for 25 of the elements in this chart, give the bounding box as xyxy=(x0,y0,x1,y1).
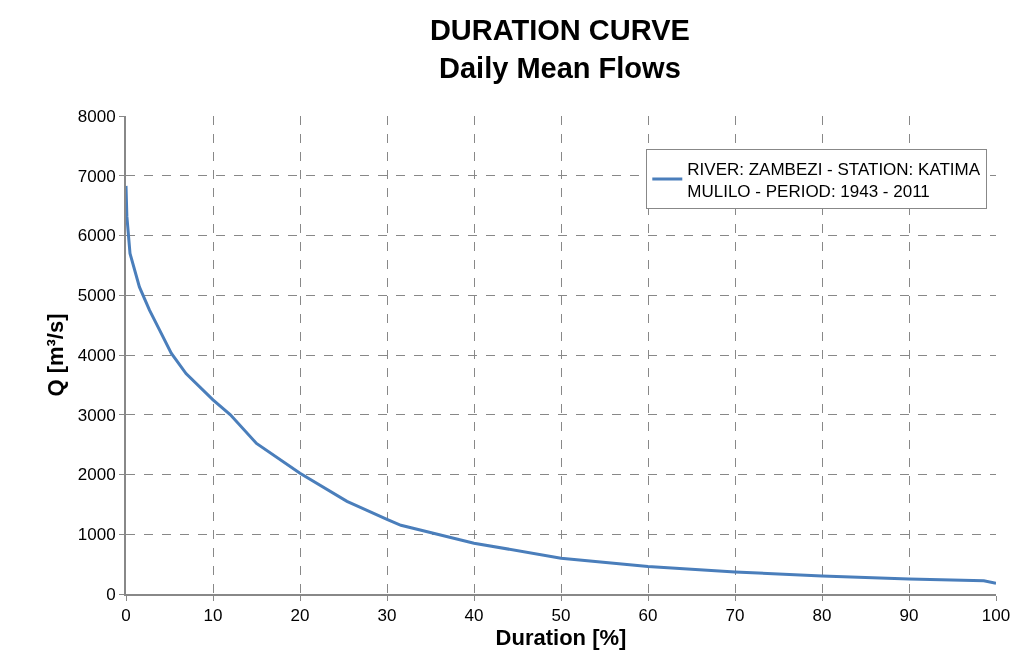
chart-title: DURATION CURVE Daily Mean Flows xyxy=(429,14,690,84)
line-series xyxy=(126,184,996,585)
y-tick-label: 1000 xyxy=(77,525,116,545)
y-tick-label: 2000 xyxy=(77,465,116,485)
y-axis-title: Q [m³/s] xyxy=(43,313,69,397)
x-tick-label: 50 xyxy=(551,606,571,626)
legend-label: RIVER: ZAMBEZI - STATION: KATIMA MULILO - PERIOD: 1943 - 2011 xyxy=(687,159,981,201)
x-tick-label: 100 xyxy=(981,606,1011,626)
x-tick-label: 60 xyxy=(638,606,658,626)
x-tick-label: 10 xyxy=(203,606,223,626)
y-tick-label: 4000 xyxy=(77,345,116,365)
x-tick-label: 20 xyxy=(290,606,310,626)
x-tick-label: 40 xyxy=(464,606,484,626)
y-tick-label: 3000 xyxy=(77,405,116,425)
x-tick-label: 90 xyxy=(899,606,919,626)
x-tick-label: 0 xyxy=(121,606,131,626)
x-tick-label: 70 xyxy=(725,606,745,626)
y-tick-label: 6000 xyxy=(77,226,116,246)
x-tick-label: 80 xyxy=(812,606,832,626)
y-tick-label: 5000 xyxy=(77,286,116,306)
y-tick-label: 8000 xyxy=(77,106,116,126)
y-tick-label: 0 xyxy=(106,584,116,604)
x-axis-title: Duration [%] xyxy=(495,625,627,651)
x-tick-label: 30 xyxy=(377,606,397,626)
y-tick-label: 7000 xyxy=(77,166,116,186)
